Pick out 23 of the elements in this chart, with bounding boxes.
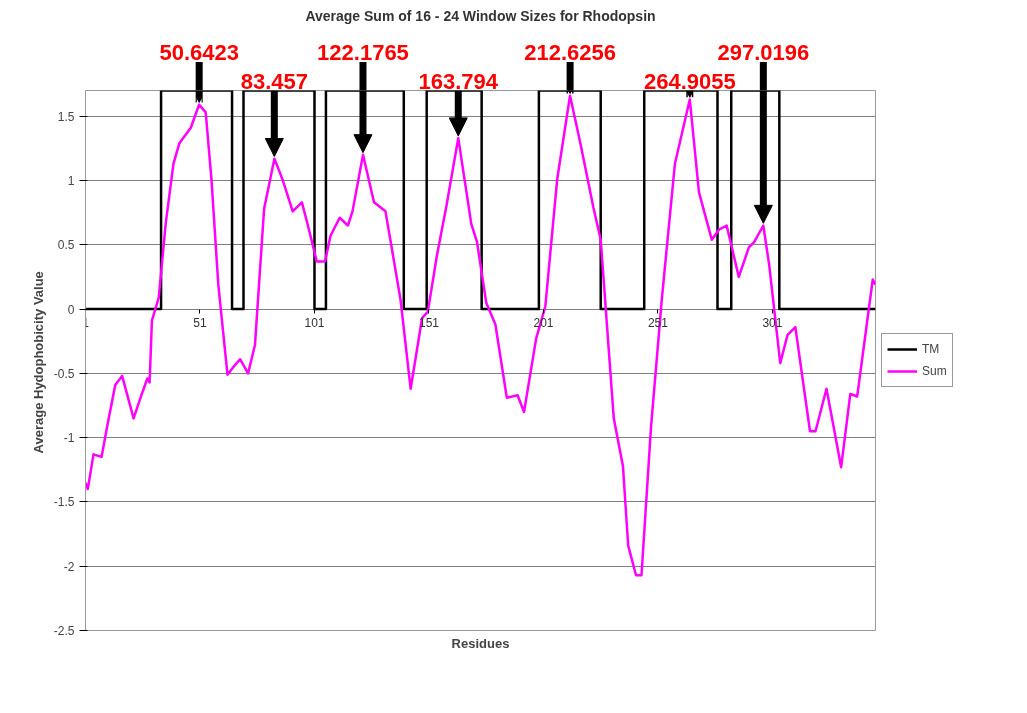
legend-label: TM <box>922 342 941 356</box>
annotation: 212.6256 <box>524 39 616 65</box>
y-tick-label: 1 <box>67 174 75 188</box>
y-axis-title: Average Hydophobicity Value <box>30 271 46 454</box>
annotation: 50.6423 <box>159 39 239 65</box>
y-tick-label: -2 <box>63 559 75 574</box>
annotation: 297.0196 <box>717 39 810 65</box>
y-tick-label: -1 <box>63 431 75 446</box>
annotation: 122.1765 <box>317 39 409 65</box>
y-tick-label: -0.5 <box>53 366 75 381</box>
annotation: 163.794 <box>418 69 499 95</box>
y-tick-label: -1.5 <box>53 495 75 510</box>
y-tick-label: -2.5 <box>53 624 75 638</box>
y-tick-label: 0.5 <box>57 238 75 253</box>
annotation: 264.9055 <box>643 69 736 95</box>
x-tick-label: 101 <box>304 316 325 331</box>
x-tick-label: 51 <box>193 316 207 331</box>
annotation: 83.457 <box>240 69 308 95</box>
x-axis-title: Residues <box>451 635 510 651</box>
y-tick-label: 1.5 <box>57 109 75 124</box>
legend-label: Sum <box>922 364 947 378</box>
y-tick-label: 0 <box>67 302 75 317</box>
chart-title: Average Sum of 16 - 24 Window Sizes for Rhodopsin <box>305 7 656 24</box>
